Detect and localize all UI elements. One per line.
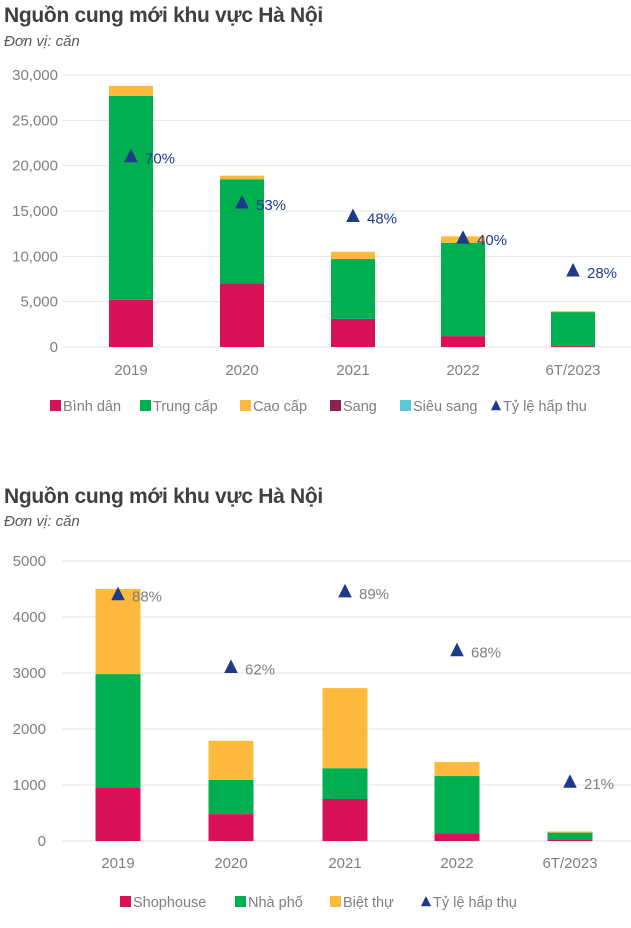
chart2-ratio-marker-icon [450,642,464,657]
chart2-bar-nhà-phố [547,832,593,840]
chart1-ratio-label: 48% [367,210,397,227]
chart1-legend-label: Cao cấp [253,399,307,415]
chart2-bar-shophouse [208,814,254,841]
chart2-x-tick-label: 2019 [101,855,134,872]
chart2-bar-shophouse [95,787,141,841]
chart2-ratio-label: 89% [359,586,389,603]
chart2-legend-swatch [235,896,246,907]
chart1-legend-swatch [330,400,341,411]
chart1-legend-triangle-icon [490,400,502,411]
chart1-bar-trung-cấp [551,311,595,347]
chart1-y-tick-label: 10,000 [12,248,58,265]
chart1-ratio-label: 70% [145,151,175,168]
chart1-legend-label: Tỷ lệ hấp thu [503,399,587,415]
chart1-legend-label: Bình dân [63,399,121,415]
chart2-y-tick-label: 2000 [13,721,46,738]
chart1-bar-cao-cấp [220,175,264,180]
chart1-y-tick-label: 30,000 [12,67,58,84]
chart1-ratio-label: 40% [477,232,507,249]
chart1-ratio-marker-icon [124,148,138,163]
chart2-ratio-label: 62% [245,661,275,678]
chart1-bar-bình-dân [331,318,375,347]
chart1-bar-trung-cấp [441,242,485,337]
chart2-y-tick-label: 4000 [13,609,46,626]
chart2-ratio-label: 21% [584,776,614,793]
chart1-x-tick-label: 2020 [225,362,258,379]
chart1-bar-cao-cấp [551,311,595,313]
chart2-y-tick-label: 0 [38,833,46,850]
chart2-bar-nhà-phố [434,776,480,834]
chart2-x-tick-label: 2021 [328,855,361,872]
chart1-bar-bình-dân [109,299,153,347]
chart1-bar-cao-cấp [331,251,375,260]
chart1-ratio-marker-icon [346,208,360,223]
chart2-legend-label: Tỷ lệ hấp thụ [433,895,517,911]
chart1-bar-trung-cấp [109,95,153,300]
chart2-ratio-label: 88% [132,589,162,606]
chart1-x-tick-label: 2021 [336,362,369,379]
chart1-subtitle: Đơn vị: căn [4,33,80,50]
chart2-y-tick-label: 1000 [13,777,46,794]
chart2-legend-triangle-icon [420,896,432,907]
chart2-bar-nhà-phố [208,779,254,815]
chart1-x-tick-label: 6T/2023 [545,362,600,379]
chart1-legend-swatch [140,400,151,411]
chart1-y-tick-label: 25,000 [12,112,58,129]
chart2-legend-label: Shophouse [133,895,206,911]
chart2-bar-shophouse [434,833,480,841]
chart1-ratio-label: 28% [587,265,617,282]
chart2-title: Nguồn cung mới khu vực Hà Nội [4,485,323,508]
chart2-x-tick-label: 6T/2023 [542,855,597,872]
chart1-bar-bình-dân [551,346,595,348]
chart2-bar-biệt-thự [208,740,254,780]
chart1-legend-swatch [400,400,411,411]
chart1-legend-label: Siêu sang [413,399,478,415]
chart2-legend-swatch [120,896,131,907]
chart2-subtitle: Đơn vị: căn [4,513,80,530]
chart2-legend-label: Biệt thự [343,895,394,911]
chart2-bar-biệt-thự [95,589,141,675]
chart2-bar-shophouse [322,799,368,841]
chart2-bar-nhà-phố [95,674,141,788]
chart2-ratio-label: 68% [471,645,501,662]
chart2-bar-nhà-phố [322,768,368,799]
chart1-bar-bình-dân [220,283,264,347]
chart2-ratio-marker-icon [563,774,577,788]
chart2-bar-shophouse [547,839,593,841]
chart2-legend-swatch [330,896,341,907]
chart1-y-tick-label: 15,000 [12,203,58,220]
chart2-y-tick-label: 3000 [13,665,46,682]
chart2-ratio-marker-icon [111,586,125,601]
chart2-x-tick-label: 2020 [214,855,247,872]
chart1-x-tick-label: 2019 [114,362,147,379]
chart2-x-tick-label: 2022 [440,855,473,872]
chart1-ratio-marker-icon [235,194,249,209]
chart1-ratio-marker-icon [456,230,470,244]
chart1-title: Nguồn cung mới khu vực Hà Nội [4,4,323,27]
chart2-bar-biệt-thự [322,688,368,769]
chart2-ratio-marker-icon [224,659,238,673]
chart1-legend-label: Trung cấp [153,399,218,415]
chart2-bar-biệt-thự [434,762,480,777]
chart2-legend-label: Nhà phố [248,895,303,911]
chart1-bar-trung-cấp [331,259,375,319]
chart1-x-tick-label: 2022 [446,362,479,379]
chart2-ratio-marker-icon [338,583,352,598]
chart1-ratio-marker-icon [566,262,580,277]
chart1-ratio-label: 53% [256,197,286,214]
chart1-y-tick-label: 5,000 [20,294,58,311]
chart1-legend-swatch [240,400,251,411]
chart1-y-tick-label: 0 [50,339,58,356]
chart2-y-tick-label: 5000 [13,553,46,570]
chart1-y-tick-label: 20,000 [12,158,58,175]
chart1-bar-bình-dân [441,336,485,347]
chart1-bar-cao-cấp [109,85,153,96]
chart2-bar-biệt-thự [547,831,593,833]
chart1-legend-swatch [50,400,61,411]
chart1-legend-label: Sang [343,399,377,415]
